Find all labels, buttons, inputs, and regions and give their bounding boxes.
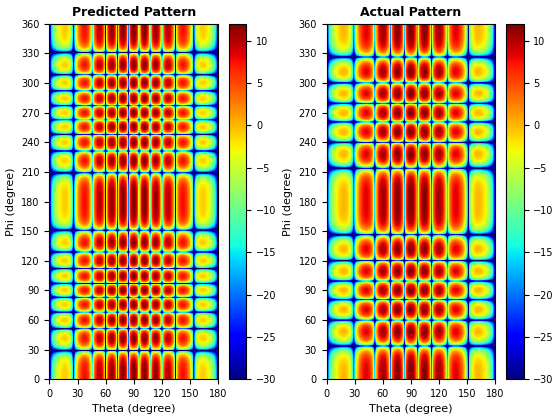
- Title: Actual Pattern: Actual Pattern: [361, 5, 461, 18]
- X-axis label: Theta (degree): Theta (degree): [92, 404, 175, 415]
- Y-axis label: Phi (degree): Phi (degree): [6, 167, 16, 236]
- X-axis label: Theta (degree): Theta (degree): [369, 404, 453, 415]
- Y-axis label: Phi (degree): Phi (degree): [283, 167, 293, 236]
- Title: Predicted Pattern: Predicted Pattern: [72, 5, 196, 18]
